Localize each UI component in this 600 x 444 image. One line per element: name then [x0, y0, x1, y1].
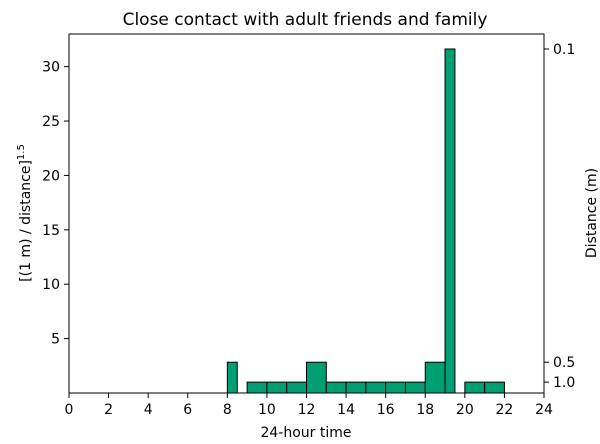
- bar-9: [404, 381, 426, 394]
- y2-tick-label-0.1: 0.1: [553, 42, 575, 58]
- x-axis-label: 24-hour time: [260, 425, 351, 441]
- y2-ticks: 0.1 0.5 1.0: [544, 42, 575, 391]
- bar-6: [345, 381, 367, 394]
- x-tick-label-6: 6: [183, 402, 192, 418]
- bar-7: [365, 381, 387, 394]
- x-tick-label-18: 18: [416, 402, 434, 418]
- x-tick-label-14: 14: [337, 402, 355, 418]
- bar-0: [226, 361, 238, 394]
- bar-2: [266, 381, 288, 394]
- bar-12: [464, 381, 486, 394]
- chart-title: Close contact with adult friends and fam…: [123, 10, 488, 30]
- bars-group: [226, 48, 505, 394]
- bar-4: [306, 361, 327, 394]
- y2-tick-label-1.0: 1.0: [553, 375, 575, 391]
- y-axis-label: [(1 m) / distance]1.5: [16, 144, 34, 282]
- y-tick-label-10: 10: [42, 277, 60, 293]
- plot-frame: [68, 33, 545, 394]
- y-tick-label-25: 25: [42, 114, 60, 130]
- x-tick-label-8: 8: [223, 402, 232, 418]
- x-tick-label-12: 12: [298, 402, 316, 418]
- bar-8: [385, 381, 406, 394]
- y-tick-label-30: 30: [42, 60, 60, 76]
- y-tick-label-15: 15: [42, 223, 60, 239]
- bar-13: [484, 381, 505, 394]
- x-tick-label-0: 0: [65, 402, 74, 418]
- x-tick-label-22: 22: [496, 402, 514, 418]
- x-tick-label-16: 16: [377, 402, 395, 418]
- x-tick-label-20: 20: [456, 402, 474, 418]
- bar-5: [325, 381, 347, 394]
- x-tick-label-4: 4: [144, 402, 153, 418]
- x-tick-label-2: 2: [104, 402, 113, 418]
- y-tick-label-5: 5: [51, 332, 60, 348]
- x-tick-label-10: 10: [258, 402, 276, 418]
- bar-10: [424, 361, 446, 394]
- y2-axis-label: Distance (m): [584, 168, 600, 258]
- y-axis-label-text: [(1 m) / distance]: [18, 160, 34, 282]
- x-ticks: 0 2 4 6 8 10 12 14 16 18 20 22 24: [65, 393, 553, 418]
- y-tick-label-20: 20: [42, 168, 60, 184]
- bar-11: [444, 48, 456, 394]
- y-axis-label-exponent: 1.5: [16, 144, 27, 160]
- y-ticks: 5 10 15 20 25 30: [42, 60, 69, 348]
- bar-3: [286, 381, 308, 394]
- y2-tick-label-0.5: 0.5: [553, 355, 575, 371]
- x-tick-label-24: 24: [535, 402, 553, 418]
- bar-1: [246, 381, 268, 394]
